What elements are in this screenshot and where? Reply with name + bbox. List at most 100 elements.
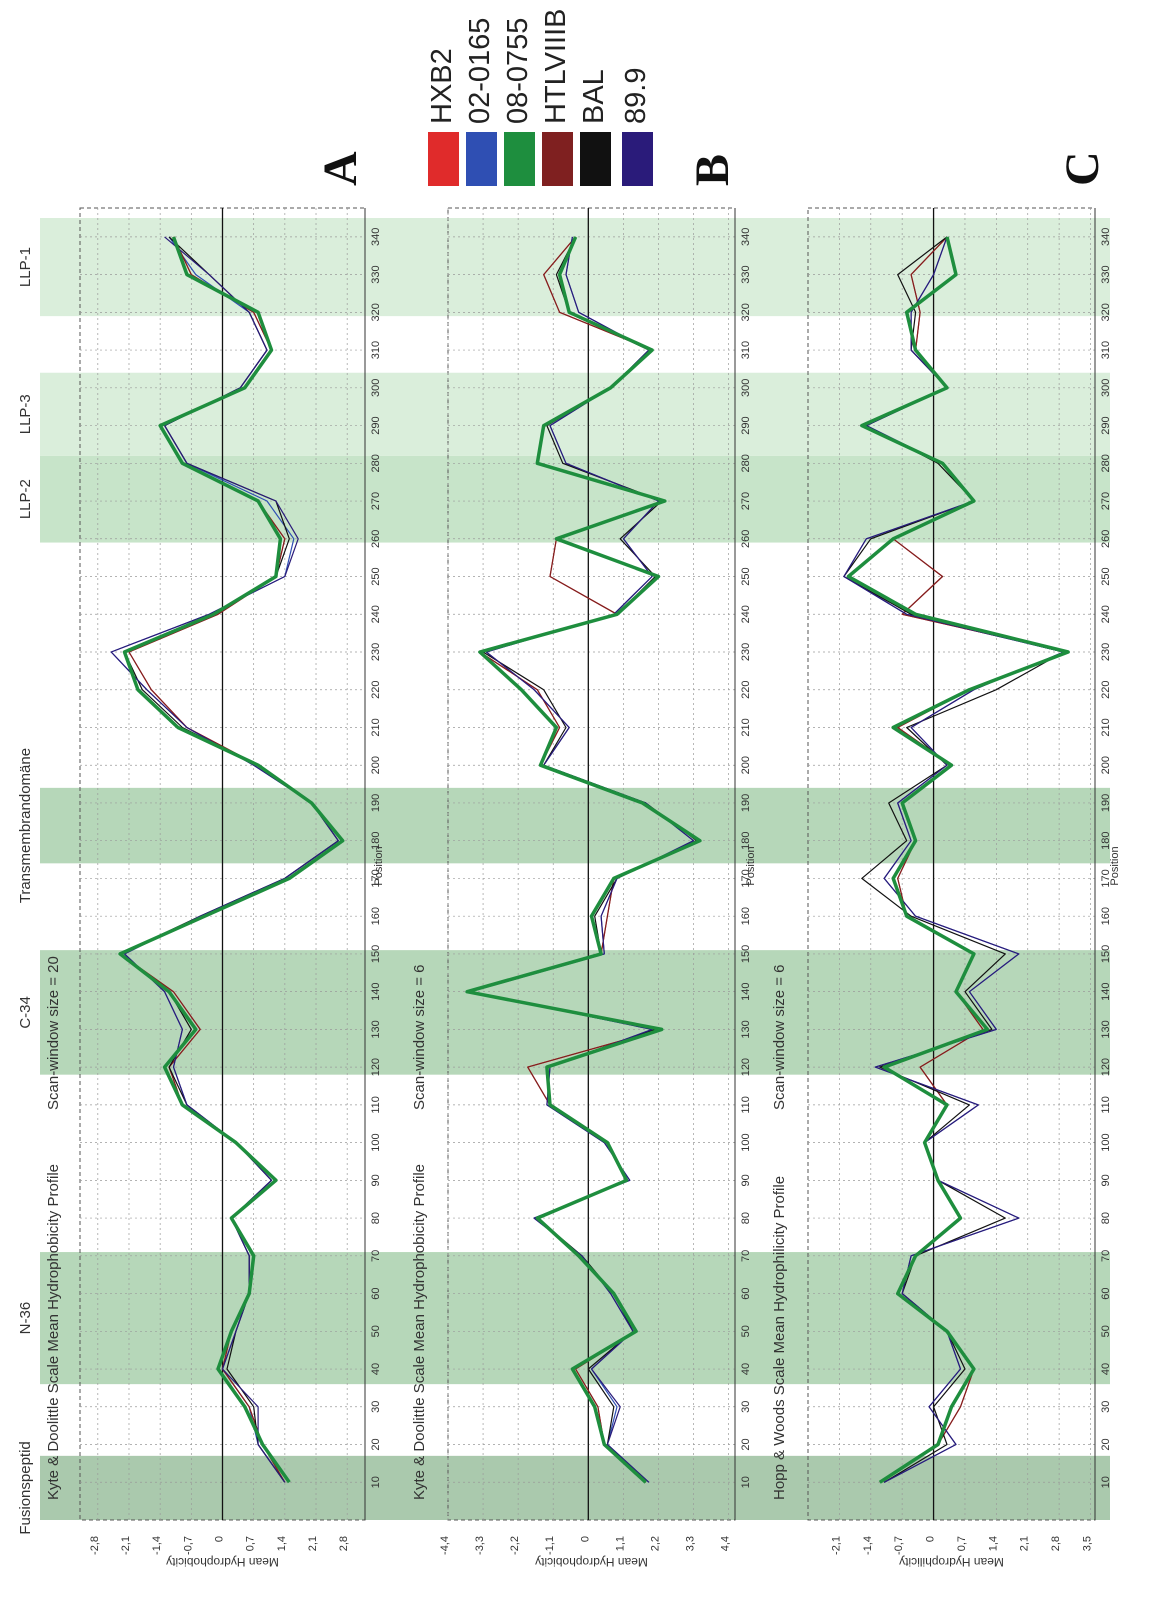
x-tick-label: 70: [740, 1250, 752, 1262]
legend: HXB2 02-0165 08-0755 HTLVIIIB BAL 89.9: [426, 8, 653, 186]
region-band: [40, 372, 1110, 456]
y-tick-label: 2,1: [307, 1536, 319, 1551]
y-tick-label: 2,1: [1019, 1536, 1031, 1551]
x-tick-label: 300: [1100, 379, 1112, 397]
x-tick-label: 40: [370, 1363, 382, 1375]
x-tick-label: 280: [370, 454, 382, 472]
x-tick-label: 100: [1100, 1133, 1112, 1151]
x-tick-label: 320: [370, 303, 382, 321]
legend-swatch: [622, 132, 653, 186]
y-tick-label: -2,2: [509, 1536, 521, 1555]
region-label: LLP-2: [17, 479, 34, 519]
x-tick-label: 310: [370, 341, 382, 359]
x-tick-label: 310: [1100, 341, 1112, 359]
x-tick-label: 30: [740, 1401, 752, 1413]
panel-frame: [807, 207, 1096, 1521]
x-tick-label: 100: [370, 1133, 382, 1151]
panel-letter: B: [686, 154, 739, 186]
x-tick-label: 50: [740, 1325, 752, 1337]
region-label: Fusionspeptid: [17, 1441, 34, 1534]
x-tick-label: 170: [740, 869, 752, 887]
region-label: C-34: [17, 996, 34, 1029]
x-tick-label: 240: [370, 605, 382, 623]
y-tick-label: 1,4: [276, 1536, 288, 1551]
x-tick-label: 200: [1100, 756, 1112, 774]
y-tick-label: 4,4: [720, 1536, 732, 1551]
region-label: N-36: [17, 1302, 34, 1335]
x-tick-label: 320: [1100, 303, 1112, 321]
x-tick-label: 170: [370, 869, 382, 887]
legend-label: HTLVIIIB: [540, 8, 572, 125]
y-tick-label: 2,8: [1050, 1536, 1062, 1551]
x-tick-label: 260: [370, 530, 382, 548]
x-tick-label: 180: [370, 832, 382, 850]
x-tick-label: 150: [740, 945, 752, 963]
x-tick-label: 10: [1100, 1476, 1112, 1488]
y-tick-label: -3,3: [474, 1536, 486, 1555]
x-tick-label: 160: [370, 907, 382, 925]
legend-swatch: [466, 132, 497, 186]
x-tick-label: 320: [740, 303, 752, 321]
y-axis-label: Mean Hydrophobicity: [535, 1555, 648, 1569]
x-tick-label: 50: [1100, 1325, 1112, 1337]
y-tick-label: 1,1: [614, 1536, 626, 1551]
y-tick-label: -2,1: [120, 1536, 132, 1555]
legend-swatch: [504, 132, 535, 186]
x-tick-label: 100: [740, 1133, 752, 1151]
y-tick-label: -0,7: [893, 1536, 905, 1555]
x-tick-label: 270: [740, 492, 752, 510]
x-tick-label: 140: [370, 982, 382, 1000]
x-tick-label: 10: [740, 1476, 752, 1488]
x-tick-label: 30: [370, 1401, 382, 1413]
x-axis-label: Position: [745, 846, 757, 885]
x-tick-label: 20: [740, 1438, 752, 1450]
panel-letter: C: [1056, 151, 1109, 186]
x-tick-label: 60: [740, 1287, 752, 1299]
y-axis-label: Mean Hydrophilicity: [899, 1555, 1004, 1569]
series-line-08-0755: [118, 236, 345, 1484]
x-tick-label: 80: [1100, 1212, 1112, 1224]
x-tick-label: 210: [1100, 718, 1112, 736]
x-tick-label: 150: [370, 945, 382, 963]
x-tick-label: 20: [370, 1438, 382, 1450]
y-tick-label: 2,2: [649, 1536, 661, 1551]
x-tick-label: 210: [370, 718, 382, 736]
x-tick-label: 110: [740, 1096, 752, 1114]
x-tick-label: 90: [370, 1174, 382, 1186]
x-tick-label: 110: [1100, 1096, 1112, 1114]
chart-title: Kyte & Doolittle Scale Mean Hydrophobici…: [411, 1164, 428, 1500]
region-band: [40, 1252, 1110, 1385]
x-tick-label: 70: [1100, 1250, 1112, 1262]
y-tick-label: -2,8: [89, 1536, 101, 1555]
y-tick-label: -0,7: [182, 1536, 194, 1555]
x-tick-label: 220: [1100, 681, 1112, 699]
chart-title: Kyte & Doolittle Scale Mean Hydrophobici…: [45, 1164, 62, 1500]
region-band: [40, 787, 1110, 864]
x-axis-label: Position: [373, 846, 385, 885]
x-tick-label: 190: [740, 794, 752, 812]
x-tick-label: 130: [1100, 1020, 1112, 1038]
y-tick-label: 3,5: [1082, 1536, 1094, 1551]
x-tick-label: 30: [1100, 1401, 1112, 1413]
series-line-89-9: [110, 236, 339, 1483]
x-tick-label: 160: [1100, 907, 1112, 925]
legend-swatch: [428, 132, 459, 186]
y-tick-label: 3,3: [685, 1536, 697, 1551]
x-tick-label: 200: [740, 756, 752, 774]
x-tick-label: 240: [1100, 605, 1112, 623]
chart-title: Hopp & Woods Scale Mean Hydrophilicity P…: [771, 1176, 788, 1500]
x-tick-label: 190: [370, 794, 382, 812]
x-tick-label: 250: [370, 567, 382, 585]
x-tick-label: 130: [740, 1020, 752, 1038]
x-tick-label: 270: [1100, 492, 1112, 510]
x-tick-label: 230: [370, 643, 382, 661]
x-tick-label: 340: [1100, 228, 1112, 246]
y-tick-label: -2,1: [830, 1536, 842, 1555]
y-tick-label: -1,4: [862, 1536, 874, 1555]
x-tick-label: 10: [370, 1476, 382, 1488]
x-tick-label: 80: [370, 1212, 382, 1224]
x-tick-label: 40: [740, 1363, 752, 1375]
legend-swatch: [542, 132, 573, 186]
x-tick-label: 110: [370, 1096, 382, 1114]
